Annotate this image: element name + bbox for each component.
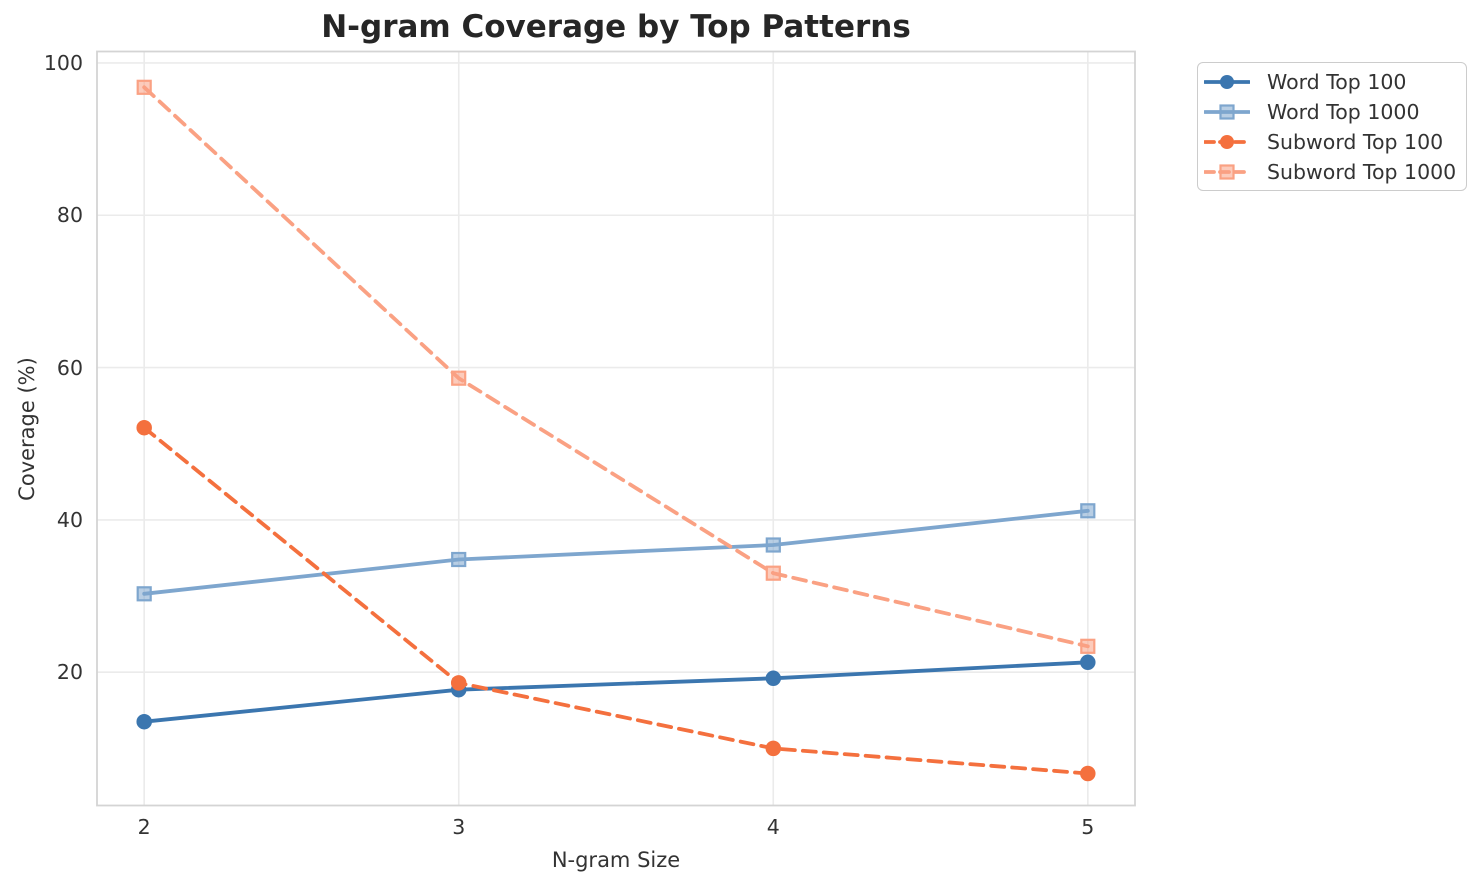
marker-subword-top-100 <box>136 419 152 436</box>
series-line-word-top-1000 <box>142 508 1090 596</box>
marker-subword-top-100 <box>450 675 467 691</box>
marker-subword-top-1000 <box>765 565 781 581</box>
legend: Word Top 100 Word Top 1000 Subword Top 100… <box>1197 62 1467 191</box>
series-line-subword-top-1000 <box>142 85 1090 649</box>
series-line-subword-top-100 <box>142 425 1090 776</box>
marker-word-top-1000 <box>451 551 467 568</box>
marker-subword-top-100 <box>1080 765 1096 782</box>
y-tick-label-80: 80 <box>56 203 83 228</box>
marker-word-top-100 <box>765 670 782 687</box>
x-tick-label-3: 3 <box>452 815 466 839</box>
marker-word-top-1000 <box>765 537 781 553</box>
marker-subword-top-100 <box>765 740 782 757</box>
marker-subword-top-1000 <box>451 370 467 386</box>
legend-label-subword-top-100: Subword Top 100 <box>1267 130 1444 154</box>
y-tick-label-40: 40 <box>56 507 83 532</box>
legend-item-subword-top-100: Subword Top 100 <box>1198 127 1466 157</box>
legend-swatch-word-top-100 <box>1204 75 1250 89</box>
y-tick-label-20: 20 <box>56 660 83 685</box>
chart-title: N-gram Coverage by Top Patterns <box>321 9 911 45</box>
legend-swatch-word-top-1000 <box>1204 104 1250 120</box>
legend-label-subword-top-1000: Subword Top 1000 <box>1267 160 1457 184</box>
legend-swatch-subword-top-1000 <box>1204 164 1250 180</box>
legend-swatch-subword-top-100 <box>1204 135 1250 149</box>
legend-item-word-top-100: Word Top 100 <box>1198 67 1466 97</box>
y-tick-label-60: 60 <box>56 355 83 380</box>
legend-label-word-top-100: Word Top 100 <box>1267 70 1407 94</box>
legend-label-word-top-1000: Word Top 1000 <box>1267 100 1420 124</box>
marker-word-top-1000 <box>1080 503 1096 519</box>
x-tick-label-4: 4 <box>766 815 780 839</box>
marker-word-top-100 <box>136 713 152 730</box>
marker-word-top-100 <box>1080 654 1096 671</box>
marker-subword-top-1000 <box>136 79 152 95</box>
marker-subword-top-1000 <box>1080 638 1096 654</box>
x-axis-label: N-gram Size <box>551 848 681 872</box>
legend-item-subword-top-1000: Subword Top 1000 <box>1198 157 1466 187</box>
legend-item-word-top-1000: Word Top 1000 <box>1198 97 1466 127</box>
marker-word-top-1000 <box>136 586 152 602</box>
x-tick-label-5: 5 <box>1081 815 1095 839</box>
x-tick-label-2: 2 <box>137 815 151 839</box>
series-line-word-top-100 <box>142 660 1090 724</box>
y-tick-label-100: 100 <box>43 50 83 75</box>
